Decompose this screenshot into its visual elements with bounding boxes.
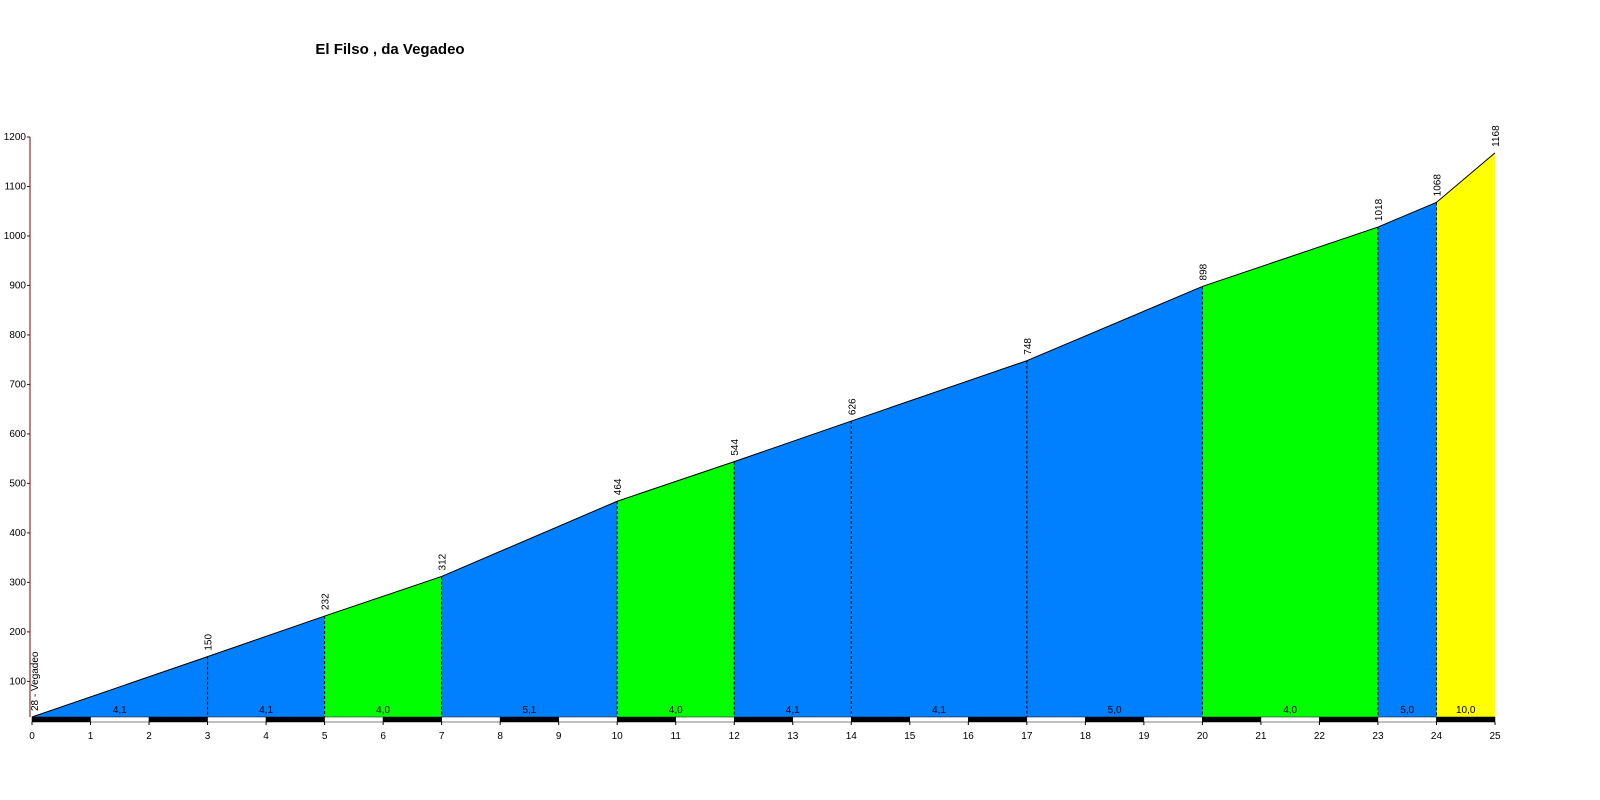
km-strip <box>1143 716 1203 723</box>
y-tick-label: 1100 <box>4 181 26 192</box>
x-tick-label: 12 <box>729 731 741 742</box>
profile-segment <box>734 421 852 717</box>
km-strip <box>1377 716 1437 723</box>
profile-segment <box>1436 152 1495 717</box>
x-tick-label: 24 <box>1431 731 1443 742</box>
profile-segment <box>617 461 735 717</box>
profile-segment <box>851 360 1027 717</box>
profile-segment <box>324 576 442 717</box>
elevation-label: 232 <box>321 593 332 610</box>
x-tick-label: 20 <box>1197 731 1209 742</box>
x-tick-label: 19 <box>1138 731 1150 742</box>
km-strip <box>1319 716 1379 723</box>
x-tick-label: 14 <box>846 731 858 742</box>
gradient-label: 4,1 <box>932 705 946 716</box>
km-strip <box>909 716 969 723</box>
profile-segment <box>1377 202 1437 718</box>
km-strip <box>1202 716 1262 723</box>
x-tick-label: 17 <box>1021 731 1033 742</box>
y-tick-label: 1000 <box>4 231 27 242</box>
x-tick-label: 21 <box>1255 731 1267 742</box>
elevation-label: 1018 <box>1374 198 1385 221</box>
km-strip <box>90 716 150 723</box>
x-tick-label: 13 <box>787 731 799 742</box>
gradient-label: 4,0 <box>376 705 390 716</box>
profile-segment <box>441 501 618 717</box>
km-strip <box>851 716 911 723</box>
profile-line <box>31 152 1496 718</box>
km-strip <box>675 716 735 723</box>
elevation-label: 150 <box>204 634 215 651</box>
km-strip <box>265 716 325 723</box>
x-tick-label: 15 <box>904 731 916 742</box>
y-tick-label: 900 <box>9 280 26 291</box>
elevation-label: 312 <box>438 553 449 570</box>
profile-segment <box>207 616 325 717</box>
km-strip <box>148 716 208 723</box>
y-tick-label: 500 <box>9 478 26 489</box>
km-strip <box>207 716 267 723</box>
gradient-label: 4,1 <box>786 705 800 716</box>
gradient-label: 4,1 <box>113 705 127 716</box>
km-strip <box>499 716 559 723</box>
km-strip <box>792 716 852 723</box>
x-tick-label: 18 <box>1080 731 1092 742</box>
elevation-label: 28 - Vegadeo <box>30 651 41 711</box>
profile-segment <box>1026 286 1203 717</box>
y-tick-label: 700 <box>9 379 26 390</box>
x-tick-label: 2 <box>146 731 152 742</box>
gradient-label: 5,0 <box>1108 705 1122 716</box>
x-tick-label: 3 <box>205 731 211 742</box>
km-strip <box>1085 716 1145 723</box>
x-tick-label: 11 <box>671 731 682 742</box>
x-tick-label: 22 <box>1314 731 1326 742</box>
y-tick-label: 200 <box>9 627 26 638</box>
y-tick-label: 600 <box>9 429 26 440</box>
x-tick-label: 9 <box>556 731 562 742</box>
x-tick-label: 10 <box>612 731 624 742</box>
y-tick-label: 100 <box>9 676 26 687</box>
elevation-label: 1168 <box>1491 125 1502 147</box>
gradient-label: 5,1 <box>522 705 536 716</box>
elevation-label: 1068 <box>1432 174 1443 197</box>
km-strip <box>558 716 618 723</box>
elevation-label: 544 <box>730 439 741 456</box>
km-strip <box>1260 716 1320 723</box>
x-tick-label: 7 <box>439 731 445 742</box>
x-tick-label: 25 <box>1489 731 1501 742</box>
km-strip <box>968 716 1028 723</box>
chart-title: El Filso , da Vegadeo <box>315 41 464 58</box>
km-strip <box>1436 716 1496 723</box>
km-strip <box>616 716 676 723</box>
elevation-label: 464 <box>613 478 624 495</box>
elevation-label: 898 <box>1198 263 1209 280</box>
x-tick-label: 8 <box>497 731 503 742</box>
x-tick-label: 6 <box>380 731 386 742</box>
elevation-label: 626 <box>847 398 858 415</box>
km-strip <box>1026 716 1086 723</box>
x-tick-label: 4 <box>263 731 269 742</box>
km-strip <box>324 716 384 723</box>
x-tick-label: 0 <box>29 731 35 742</box>
km-strip <box>733 716 794 723</box>
km-strip <box>441 716 501 723</box>
km-strip <box>382 716 442 723</box>
x-tick-label: 23 <box>1372 731 1384 742</box>
y-tick-label: 1200 <box>4 132 27 143</box>
x-tick-label: 5 <box>322 731 328 742</box>
y-tick-label: 400 <box>9 528 26 539</box>
x-tick-label: 1 <box>88 731 94 742</box>
gradient-label: 10,0 <box>1456 705 1476 716</box>
gradient-label: 4,0 <box>1283 705 1297 716</box>
km-strip <box>31 716 91 723</box>
gradient-label: 4,1 <box>259 705 273 716</box>
gradient-label: 4,0 <box>669 705 683 716</box>
gradient-label: 5,0 <box>1400 705 1414 716</box>
x-tick-label: 16 <box>963 731 975 742</box>
y-tick-label: 800 <box>9 330 26 341</box>
elevation-label: 748 <box>1023 338 1034 355</box>
profile-segment <box>1202 227 1378 718</box>
y-tick-label: 300 <box>9 577 26 588</box>
